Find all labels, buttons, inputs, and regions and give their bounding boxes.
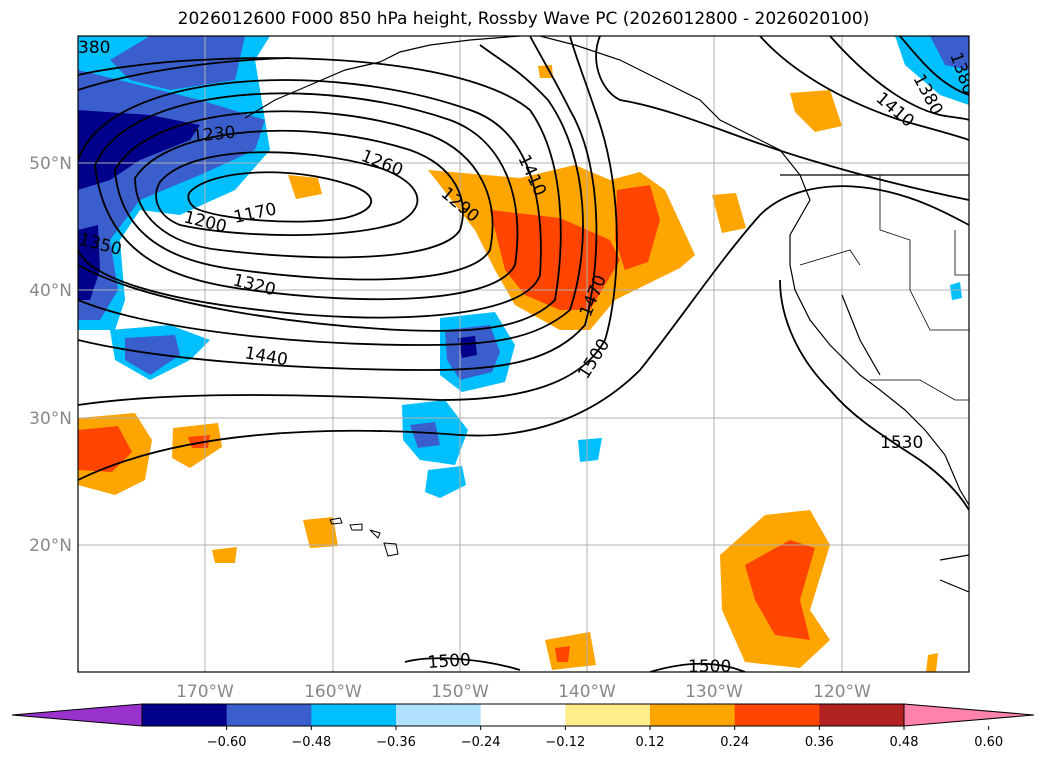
longitude-labels: 170°W 160°W 150°W 140°W 130°W 120°W [176,682,871,702]
political-borders [799,175,969,401]
lon-label-170w: 170°W [176,682,234,702]
colorbar-segment [819,704,905,726]
negative-anomaly-shading [78,36,969,498]
lon-label-130w: 130°W [685,682,743,702]
contour-label: 1500 [688,657,731,677]
lon-label-150w: 150°W [431,682,489,702]
lon-label-160w: 160°W [304,682,362,702]
height-contours [78,36,969,672]
colorbar-segment [734,704,820,726]
contour-label: 1530 [880,433,923,453]
colorbar-tick-label: 0.24 [720,735,749,750]
lon-label-140w: 140°W [558,682,616,702]
colorbar-frame [141,703,905,727]
colorbar-segment [565,704,651,726]
colorbar-segment [650,704,736,726]
contour-label: 1500 [427,650,472,673]
colorbar-segment [142,704,228,726]
map-frame [77,35,970,673]
colorbar-tick-label: −0.60 [207,735,247,750]
islands [329,517,399,557]
map-title: 2026012600 F000 850 hPa height, Rossby W… [177,9,870,29]
contour-label: 380 [78,38,110,58]
colorbar: −0.60 −0.48 −0.36 −0.24 −0.12 0.12 0.24 0.36 0.4… [11,703,1035,750]
lat-label-30n: 30°N [29,409,72,429]
lat-label-40n: 40°N [29,281,72,301]
contour-label: 1230 [191,123,236,147]
colorbar-tick-label: 0.12 [636,735,665,750]
colorbar-segment [311,704,397,726]
colorbar-segment [396,704,482,726]
lon-label-120w: 120°W [813,682,871,702]
colorbar-tick-label: −0.48 [291,735,331,750]
latitude-labels: 50°N 40°N 30°N 20°N [29,154,72,556]
colorbar-segment [226,704,312,726]
lat-label-50n: 50°N [29,154,72,174]
colorbar-tick-label: 0.36 [805,735,834,750]
coastlines [244,36,969,593]
colorbar-tick-label: 0.60 [974,735,1003,750]
lat-label-20n: 20°N [29,536,72,556]
colorbar-extend-low [11,703,143,727]
map-area: 380 1230 1260 1170 1200 1290 1410 1350 1… [78,36,969,677]
graticule [78,36,969,672]
colorbar-tick-label: −0.12 [545,735,585,750]
colorbar-tick-label: 0.48 [890,735,919,750]
colorbar-tick-label: −0.24 [461,735,501,750]
colorbar-extend-high [903,703,1035,727]
colorbar-segment [480,704,566,726]
colorbar-tick-label: −0.36 [376,735,416,750]
